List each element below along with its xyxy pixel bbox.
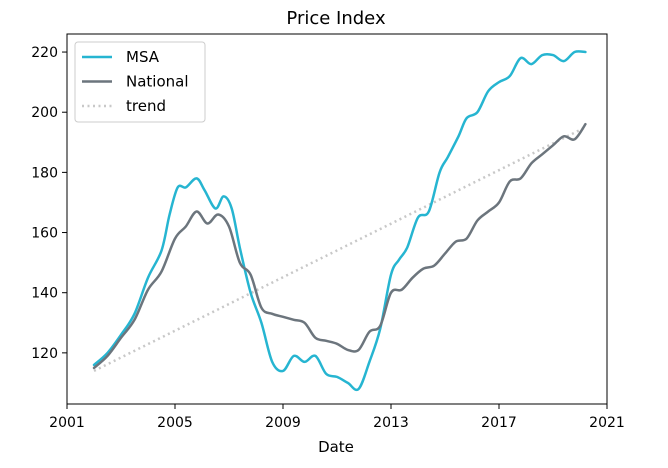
legend-box [74,41,206,123]
legend-label-trend: trend [126,97,166,115]
legend-label-national: National [126,73,189,91]
legend: MSA National trend [74,41,206,123]
y-tick-label: 140 [31,286,58,302]
y-tick-label: 220 [31,45,58,61]
chart-title: Price Index [286,8,386,29]
x-tick-label: 2017 [481,415,517,431]
x-axis-title: Date [318,438,354,456]
x-tick-label: 2021 [589,415,625,431]
series-line-msa [92,50,587,392]
x-tick-label: 2001 [49,415,85,431]
legend-label-msa: MSA [126,48,160,66]
series-layer [92,50,587,392]
y-tick-label: 160 [31,226,58,242]
y-axis: 120 140 160 180 200 220 [31,45,67,362]
x-axis: 2001 2005 2009 2013 2017 2021 [49,404,625,431]
x-tick-label: 2013 [373,415,409,431]
x-tick-label: 2005 [157,415,193,431]
y-tick-label: 120 [31,346,58,362]
y-tick-label: 180 [31,165,58,181]
series-line-national [92,122,587,370]
y-tick-label: 200 [31,105,58,121]
x-tick-label: 2009 [265,415,301,431]
series-line-trend [93,126,586,373]
